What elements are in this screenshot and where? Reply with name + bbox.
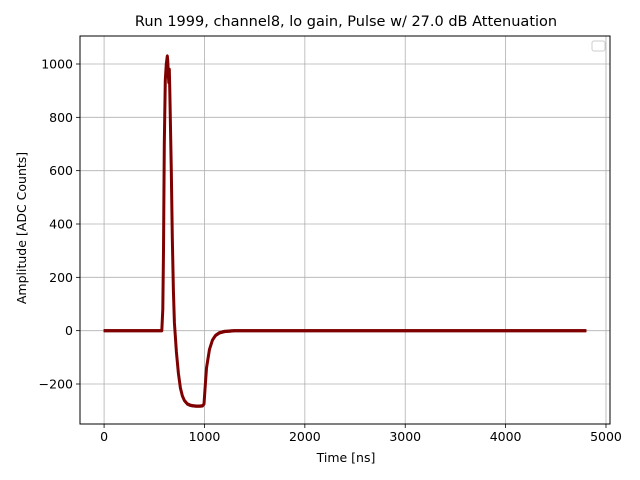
x-tick-label: 1000	[189, 429, 221, 444]
grid	[80, 36, 610, 424]
pulse-series-line	[104, 54, 586, 408]
x-tick-label: 0	[100, 429, 108, 444]
legend-box	[591, 40, 606, 52]
ticks: 0 1000 2000 3000 4000 5000 −200 0 200 400 600 800 10…	[39, 57, 622, 445]
y-tick-label: 200	[49, 270, 73, 285]
x-tick-label: 4000	[490, 429, 522, 444]
x-axis-label: Time [ns]	[316, 450, 376, 465]
y-tick-label: 400	[49, 217, 73, 232]
y-tick-label: 800	[49, 110, 73, 125]
y-tick-label: −200	[39, 377, 73, 392]
chart-title: Run 1999, channel8, lo gain, Pulse w/ 27…	[135, 14, 557, 30]
y-tick-label: 1000	[41, 57, 73, 72]
x-tick-label: 3000	[389, 429, 421, 444]
plot-frame	[79, 35, 611, 425]
series-layer	[103, 54, 587, 408]
y-tick-label: 0	[65, 323, 73, 338]
x-tick-label: 5000	[590, 429, 622, 444]
plot-background	[80, 36, 610, 424]
y-axis-label: Amplitude [ADC Counts]	[14, 152, 29, 304]
x-tick-label: 2000	[289, 429, 321, 444]
y-tick-label: 600	[49, 163, 73, 178]
